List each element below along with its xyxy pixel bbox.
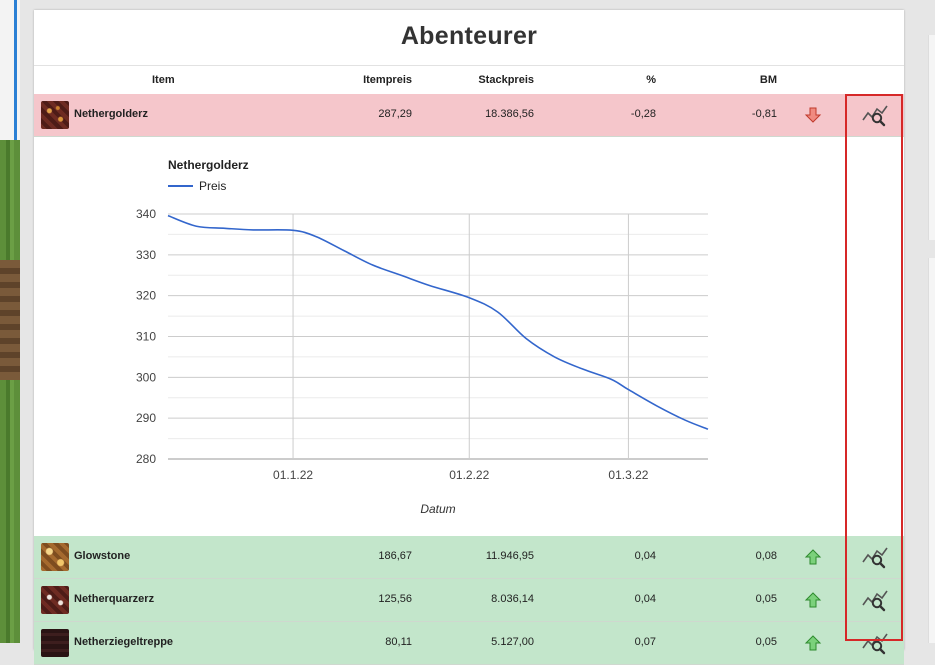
item-name: Netherziegeltreppe (74, 636, 173, 648)
x-axis-label: Datum (420, 502, 455, 516)
y-tick-label: 330 (136, 248, 156, 262)
chart-search-icon[interactable] (860, 630, 890, 656)
series-line-preis (168, 216, 708, 430)
bm-value: 0,05 (724, 593, 777, 605)
arrow-up-icon (804, 591, 822, 609)
y-tick-label: 340 (136, 207, 156, 221)
chart-grid (168, 214, 708, 459)
table-header: Item Itempreis Stackpreis % BM (34, 65, 904, 97)
x-axis-labels: 01.1.22 01.2.22 01.3.22 (273, 468, 649, 482)
header-percent: % (604, 74, 656, 86)
glowstone-icon (41, 543, 69, 571)
arrow-down-icon (804, 106, 822, 124)
bm-value: 0,05 (724, 636, 777, 648)
percent-change: 0,04 (604, 550, 656, 562)
side-panel-edge (928, 35, 935, 240)
percent-change: 0,04 (604, 593, 656, 605)
chart-search-icon[interactable] (860, 102, 890, 128)
header-stackprice: Stackpreis (454, 74, 534, 86)
header-item: Item (152, 74, 175, 86)
y-tick-label: 310 (136, 330, 156, 344)
table-row[interactable]: Netherziegeltreppe 80,11 5.127,00 0,07 0… (34, 622, 904, 665)
item-name: Nethergolderz (74, 108, 148, 120)
price-chart-panel: Nethergolderz Preis 340 330 320 310 300 290 28… (34, 137, 904, 537)
item-name: Glowstone (74, 550, 130, 562)
item-price: 287,29 (334, 108, 412, 120)
x-tick-label: 01.1.22 (273, 468, 313, 482)
page-title: Abenteurer (34, 10, 904, 65)
stack-price: 11.946,95 (454, 550, 534, 562)
x-tick-label: 01.2.22 (449, 468, 489, 482)
y-tick-label: 280 (136, 452, 156, 466)
chart-title: Nethergolderz (168, 158, 249, 172)
nether-gold-ore-icon (41, 101, 69, 129)
legend-label: Preis (199, 179, 226, 193)
y-axis-labels: 340 330 320 310 300 290 280 (136, 207, 156, 466)
y-tick-label: 320 (136, 289, 156, 303)
chart-search-icon[interactable] (860, 544, 890, 570)
window-edge (14, 0, 17, 140)
y-tick-label: 300 (136, 370, 156, 384)
bm-value: 0,08 (724, 550, 777, 562)
bm-value: -0,81 (724, 108, 777, 120)
table-row[interactable]: Nethergolderz 287,29 18.386,56 -0,28 -0,… (34, 94, 904, 137)
header-itemprice: Itempreis (334, 74, 412, 86)
percent-change: -0,28 (604, 108, 656, 120)
category-card: Abenteurer Item Itempreis Stackpreis % B… (34, 10, 904, 650)
item-price: 125,56 (334, 593, 412, 605)
x-tick-label: 01.3.22 (608, 468, 648, 482)
price-chart: Nethergolderz Preis 340 330 320 310 300 290 28… (34, 137, 904, 537)
table-row[interactable]: Glowstone 186,67 11.946,95 0,04 0,08 (34, 536, 904, 579)
item-price: 186,67 (334, 550, 412, 562)
percent-change: 0,07 (604, 636, 656, 648)
stack-price: 5.127,00 (454, 636, 534, 648)
stack-price: 18.386,56 (454, 108, 534, 120)
nether-quartz-ore-icon (41, 586, 69, 614)
table-row[interactable]: Netherquarzerz 125,56 8.036,14 0,04 0,05 (34, 579, 904, 622)
y-tick-label: 290 (136, 411, 156, 425)
chart-search-icon[interactable] (860, 587, 890, 613)
arrow-up-icon (804, 634, 822, 652)
side-panel-edge (928, 258, 935, 643)
arrow-up-icon (804, 548, 822, 566)
nether-brick-stairs-icon (41, 629, 69, 657)
header-bm: BM (724, 74, 777, 86)
background-dirt (0, 260, 20, 380)
item-price: 80,11 (334, 636, 412, 648)
background-scenery (0, 0, 20, 643)
item-name: Netherquarzerz (74, 593, 154, 605)
stack-price: 8.036,14 (454, 593, 534, 605)
